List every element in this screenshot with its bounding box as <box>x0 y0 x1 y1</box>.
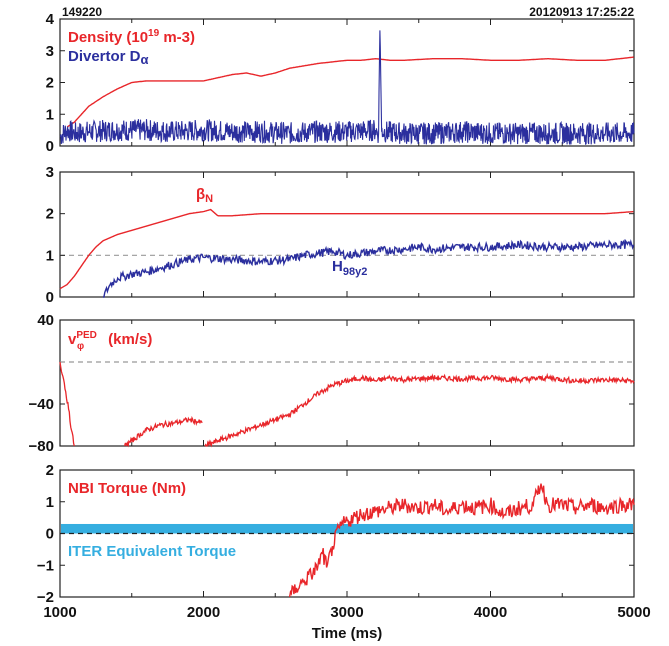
y-tick-label: 0 <box>46 289 54 306</box>
density-label: Density (1019 m-3) <box>68 28 195 46</box>
series-beta-0-line <box>59 208 634 290</box>
y-tick-label: 2 <box>46 206 54 223</box>
x-tick-label: 4000 <box>474 604 507 621</box>
y-tick-label: 4 <box>46 11 55 28</box>
x-tick-label: 2000 <box>187 604 220 621</box>
x-tick-label: 5000 <box>617 604 650 621</box>
y-tick-label: −1 <box>37 557 54 574</box>
x-tick-label: 1000 <box>43 604 76 621</box>
y-tick-label: −40 <box>29 396 54 413</box>
x-tick-label: 3000 <box>330 604 363 621</box>
series-beta-1-line <box>103 238 635 298</box>
series-density-1-line <box>59 30 635 146</box>
y-tick-label: −80 <box>29 438 54 455</box>
y-tick-label: 1 <box>46 106 54 123</box>
y-tick-label: 2 <box>46 462 54 479</box>
series-density-0-line <box>66 56 634 128</box>
h98y2-label: H98y2 <box>332 258 367 278</box>
shot-number: 149220 <box>62 5 102 19</box>
series-rotation-0-seg-0 <box>59 361 75 447</box>
series-torque-0-line <box>288 483 635 598</box>
divertor-label: Divertor Dα <box>68 48 149 67</box>
y-tick-label: 3 <box>46 43 54 60</box>
iter-torque-band <box>61 523 633 534</box>
timestamp: 20120913 17:25:22 <box>529 5 634 19</box>
y-tick-label: −2 <box>37 589 54 606</box>
y-tick-label: 3 <box>46 164 54 181</box>
y-tick-label: 0 <box>46 526 54 543</box>
nbi-torque-label: NBI Torque (Nm) <box>68 480 186 497</box>
y-tick-label: 1 <box>46 247 54 264</box>
iter-torque-label: ITER Equivalent Torque <box>68 543 236 560</box>
y-tick-label: 0 <box>46 138 54 155</box>
x-axis-title: Time (ms) <box>312 625 383 642</box>
y-tick-label: 40 <box>37 312 54 329</box>
vphi-ped-label: vPED φ (km/s) <box>68 330 152 352</box>
y-tick-label: 1 <box>46 494 54 511</box>
y-tick-label: 2 <box>46 75 54 92</box>
panel-beta-frame <box>59 171 635 298</box>
betaN-label: βN <box>196 186 213 205</box>
series-rotation-0-seg-2 <box>204 372 635 448</box>
series-rotation-0-seg-1 <box>123 415 203 448</box>
